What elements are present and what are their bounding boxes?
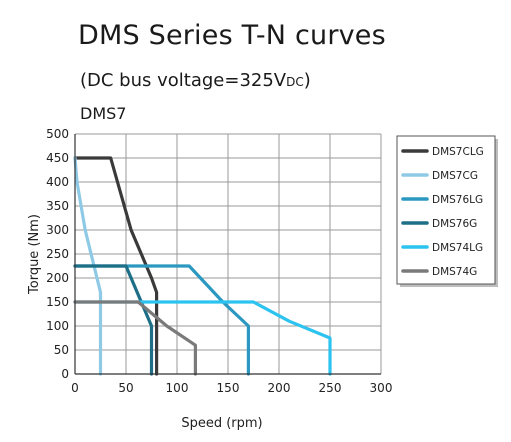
x-tick-label: 50: [118, 381, 133, 395]
y-tick-label: 200: [46, 271, 69, 285]
axes: [74, 134, 381, 375]
y-tick-label: 400: [46, 175, 69, 189]
subtitle-text: (DC bus voltage=325V: [80, 70, 287, 91]
legend-label: DMS74G: [432, 266, 477, 278]
x-tick-label: 0: [71, 381, 79, 395]
y-tick-label: 150: [46, 295, 69, 309]
series-line-dms76g: [73, 264, 154, 376]
x-tick-label: 200: [268, 381, 291, 395]
y-axis-label: Torque (Nm): [27, 214, 42, 295]
series-line-dms74g: [73, 300, 197, 376]
subtitle-unit: DC: [286, 75, 304, 89]
legend: DMS7CLG DMS7CG DMS76LG DMS76G DMS74LG DMS74G: [396, 135, 498, 287]
y-tick-label: 500: [46, 127, 69, 141]
legend-label: DMS76G: [432, 218, 477, 230]
series-line-dms7cg: [73, 156, 103, 376]
x-tick-label: 300: [370, 381, 393, 395]
x-tick-label: 100: [166, 381, 189, 395]
series-line-dms74lg: [73, 300, 332, 376]
legend-label: DMS7CG: [432, 170, 478, 182]
legend-label: DMS76LG: [432, 194, 483, 206]
x-axis-label: Speed (rpm): [181, 416, 262, 431]
subtitle-close: ): [303, 70, 311, 91]
y-tick-label: 350: [46, 199, 69, 213]
y-tick-label: 50: [54, 343, 69, 357]
chart-subtitle: (DC bus voltage=325VDC): [80, 70, 311, 91]
legend-box: [396, 135, 496, 285]
model-label: DMS7: [80, 104, 127, 123]
legend-label: DMS7CLG: [432, 146, 484, 158]
y-tick-label: 250: [46, 247, 69, 261]
tick-labels: 0 50 100 150 200 250 300 350 400 450 500 0 50 100 150 2…: [46, 127, 392, 395]
grid: [74, 133, 382, 375]
y-tick-label: 100: [46, 319, 69, 333]
chart-title: DMS Series T-N curves: [78, 20, 386, 51]
y-tick-label: 450: [46, 151, 69, 165]
curves: [73, 156, 332, 376]
y-tick-label: 300: [46, 223, 69, 237]
x-tick-label: 150: [217, 381, 240, 395]
series-line-dms7clg: [73, 156, 159, 376]
x-tick-label: 250: [319, 381, 342, 395]
legend-label: DMS74LG: [432, 242, 483, 254]
y-tick-label: 0: [61, 367, 69, 381]
